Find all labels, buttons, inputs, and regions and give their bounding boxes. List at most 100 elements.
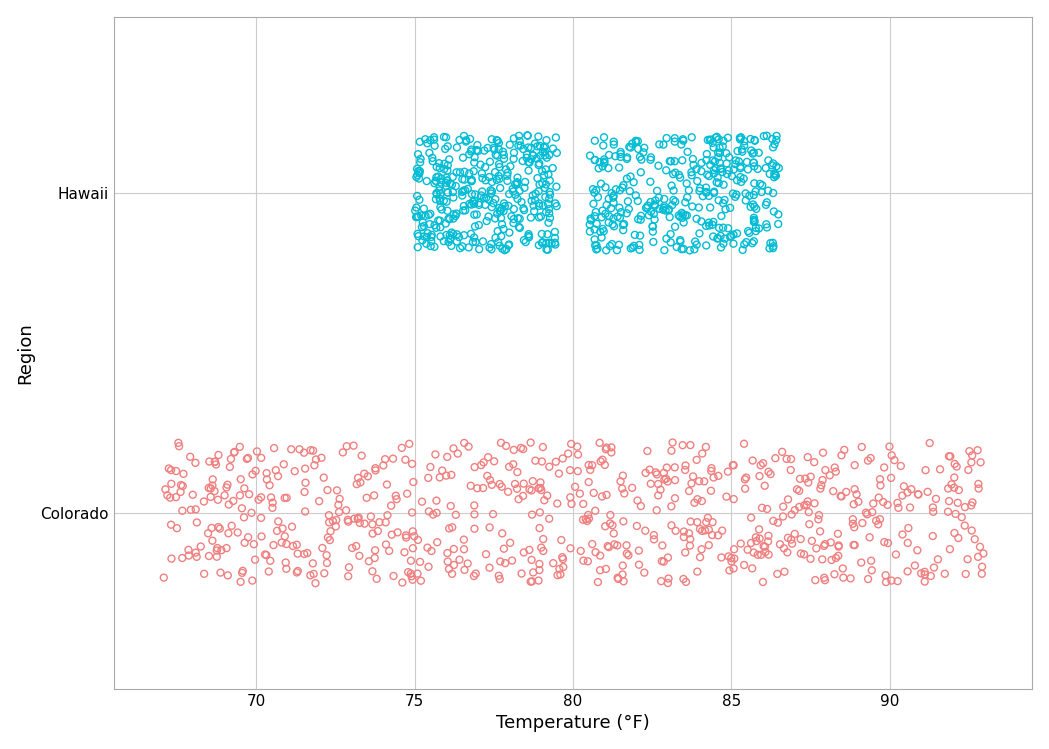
Point bbox=[596, 157, 613, 169]
Point bbox=[411, 167, 428, 179]
Point bbox=[615, 179, 631, 191]
Point bbox=[437, 131, 454, 143]
Point bbox=[612, 212, 628, 224]
Point bbox=[693, 495, 710, 507]
Point bbox=[872, 479, 889, 491]
Point bbox=[175, 468, 192, 480]
Point bbox=[601, 210, 618, 222]
Point bbox=[374, 459, 391, 471]
Point bbox=[444, 179, 461, 191]
Point bbox=[751, 533, 768, 545]
Point bbox=[705, 142, 722, 154]
Point bbox=[515, 478, 532, 490]
Point bbox=[473, 167, 490, 179]
Point bbox=[430, 214, 447, 226]
Point bbox=[443, 500, 459, 512]
Point bbox=[234, 503, 251, 515]
Point bbox=[580, 476, 597, 488]
Point bbox=[615, 224, 631, 236]
Point bbox=[847, 483, 863, 495]
Point bbox=[838, 486, 855, 498]
Point bbox=[879, 499, 896, 511]
Point bbox=[678, 576, 694, 588]
Point bbox=[627, 189, 644, 201]
Point bbox=[964, 497, 981, 509]
Point bbox=[264, 497, 281, 509]
Point bbox=[666, 461, 683, 473]
Point bbox=[463, 228, 479, 240]
Point bbox=[598, 244, 615, 256]
Point bbox=[899, 565, 916, 577]
Point bbox=[882, 472, 899, 484]
Point bbox=[723, 552, 740, 564]
Point bbox=[299, 547, 316, 559]
Point bbox=[539, 490, 556, 502]
Point bbox=[367, 464, 384, 476]
Point bbox=[410, 230, 427, 242]
Point bbox=[187, 457, 204, 469]
Point bbox=[297, 463, 314, 475]
Point bbox=[876, 536, 893, 548]
Point bbox=[677, 209, 693, 221]
Point bbox=[745, 157, 762, 169]
Point bbox=[447, 210, 464, 222]
Point bbox=[706, 164, 723, 176]
Point bbox=[633, 500, 649, 512]
Point bbox=[658, 204, 675, 216]
Point bbox=[727, 158, 744, 170]
Point bbox=[477, 198, 494, 210]
Point bbox=[403, 568, 420, 580]
Point bbox=[685, 153, 702, 165]
Point bbox=[319, 557, 336, 569]
Point bbox=[642, 478, 659, 490]
Point bbox=[659, 461, 676, 473]
Point bbox=[900, 522, 917, 534]
Point bbox=[440, 160, 456, 172]
Point bbox=[249, 446, 265, 458]
Point bbox=[521, 544, 538, 556]
Point bbox=[467, 189, 484, 201]
Point bbox=[160, 462, 177, 474]
Point bbox=[524, 475, 541, 487]
Point bbox=[768, 134, 785, 146]
Point bbox=[871, 491, 887, 503]
Point bbox=[507, 478, 523, 490]
Point bbox=[493, 437, 510, 449]
Point bbox=[321, 509, 338, 521]
Point bbox=[690, 201, 707, 213]
Point bbox=[650, 192, 667, 204]
Point bbox=[893, 460, 909, 472]
Point bbox=[732, 131, 749, 143]
Point bbox=[471, 199, 488, 211]
Point bbox=[562, 438, 579, 450]
Point bbox=[878, 576, 895, 588]
Point bbox=[410, 210, 427, 222]
Point bbox=[701, 524, 718, 536]
Point bbox=[745, 198, 762, 210]
Point bbox=[584, 459, 601, 471]
Point bbox=[552, 568, 569, 580]
Point bbox=[932, 464, 948, 476]
Point bbox=[248, 465, 264, 477]
Point bbox=[349, 472, 366, 484]
Point bbox=[432, 201, 449, 213]
Point bbox=[656, 200, 672, 212]
Point bbox=[313, 452, 329, 464]
Point bbox=[540, 149, 557, 161]
Point bbox=[740, 163, 756, 175]
Point bbox=[796, 500, 813, 512]
Point bbox=[737, 472, 754, 484]
Point bbox=[711, 147, 728, 159]
Point bbox=[532, 150, 549, 162]
Point bbox=[494, 146, 511, 158]
Point bbox=[587, 184, 604, 196]
Point bbox=[505, 186, 521, 198]
Point bbox=[759, 536, 776, 548]
Point bbox=[207, 485, 223, 497]
Point bbox=[830, 550, 847, 562]
Point bbox=[501, 537, 518, 549]
Point bbox=[758, 196, 775, 208]
Point bbox=[618, 539, 635, 551]
Point bbox=[423, 235, 440, 247]
Point bbox=[679, 210, 695, 222]
